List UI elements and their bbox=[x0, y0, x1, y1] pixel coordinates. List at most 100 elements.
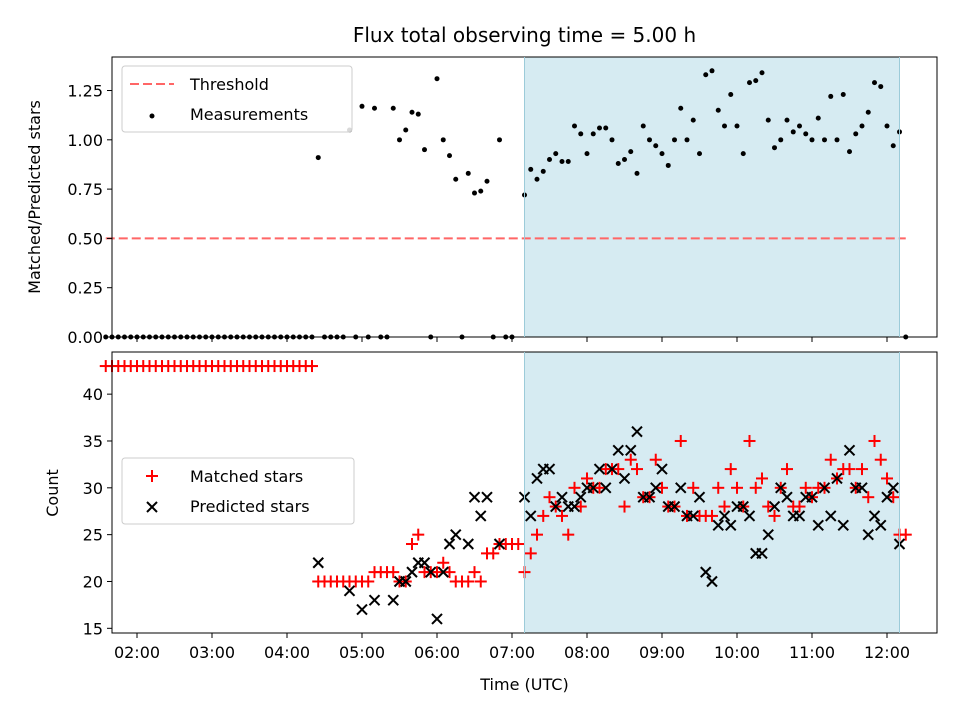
point-matched-stars-116 bbox=[824, 453, 837, 466]
point-predicted-stars-2 bbox=[356, 603, 368, 616]
point-matched-stars-92 bbox=[674, 434, 687, 447]
point-measurements-104 bbox=[759, 70, 765, 76]
x-tick-label-7: 09:00 bbox=[639, 643, 685, 662]
point-matched-stars-124 bbox=[874, 453, 887, 466]
point-matched-stars-53 bbox=[431, 566, 443, 579]
point-matched-stars-84 bbox=[624, 453, 637, 466]
point-predicted-stars-15 bbox=[462, 538, 474, 550]
point-measurements-76 bbox=[584, 151, 590, 157]
point-matched-stars-105 bbox=[756, 472, 768, 485]
point-measurements-71 bbox=[553, 151, 559, 157]
point-measurements-89 bbox=[665, 162, 671, 168]
top-y-tick-label-3: 0.75 bbox=[67, 180, 103, 199]
point-predicted-stars-40 bbox=[643, 491, 656, 503]
point-matched-stars-58 bbox=[462, 575, 475, 588]
point-predicted-stars-35 bbox=[612, 444, 624, 457]
bot-y-tick-label-5: 40 bbox=[83, 385, 103, 404]
point-predicted-stars-25 bbox=[550, 500, 562, 513]
point-matched-stars-59 bbox=[468, 566, 481, 579]
point-measurements-87 bbox=[653, 143, 659, 149]
point-predicted-stars-76 bbox=[868, 510, 881, 522]
top-legend: Threshold Measurements bbox=[121, 65, 353, 133]
point-matched-stars-42 bbox=[362, 575, 375, 588]
point-predicted-stars-6 bbox=[400, 575, 412, 588]
point-predicted-stars-21 bbox=[525, 510, 537, 522]
point-measurements-112 bbox=[809, 137, 815, 143]
point-predicted-stars-26 bbox=[556, 491, 568, 503]
point-matched-stars-54 bbox=[437, 556, 450, 569]
point-matched-stars-123 bbox=[868, 434, 881, 447]
point-measurements-106 bbox=[772, 145, 777, 151]
point-predicted-stars-49 bbox=[700, 566, 712, 578]
point-measurements-82 bbox=[622, 157, 627, 163]
top-measurement-points bbox=[103, 68, 909, 340]
point-matched-stars-83 bbox=[618, 500, 631, 513]
top-y-ticks: 0.00 0.25 0.50 0.75 1.00 1.25 bbox=[67, 82, 112, 347]
point-measurements-47 bbox=[397, 137, 402, 143]
x-tick-label-2: 04:00 bbox=[264, 643, 310, 662]
point-measurements-105 bbox=[765, 117, 771, 123]
point-matched-stars-122 bbox=[862, 491, 875, 504]
point-measurements-51 bbox=[422, 147, 427, 153]
point-matched-stars-119 bbox=[843, 463, 856, 476]
point-measurements-78 bbox=[597, 125, 602, 131]
point-matched-stars-101 bbox=[731, 481, 743, 494]
point-predicted-stars-59 bbox=[762, 528, 774, 541]
point-matched-stars-46 bbox=[387, 566, 400, 579]
legend-threshold-label: Threshold bbox=[189, 75, 269, 94]
point-matched-stars-97 bbox=[706, 509, 718, 522]
point-matched-stars-128 bbox=[899, 528, 912, 541]
x-tick-label-6: 08:00 bbox=[564, 643, 610, 662]
point-predicted-stars-16 bbox=[468, 491, 481, 503]
point-predicted-stars-32 bbox=[593, 463, 606, 475]
point-measurements-118 bbox=[847, 149, 852, 155]
point-predicted-stars-10 bbox=[425, 566, 437, 578]
point-measurements-49 bbox=[409, 109, 415, 115]
top-chart-title: Flux total observing time = 5.00 h bbox=[353, 23, 696, 47]
x-tick-label-5: 07:00 bbox=[489, 643, 535, 662]
point-predicted-stars-11 bbox=[431, 613, 443, 625]
top-legend-box bbox=[121, 65, 353, 133]
point-predicted-stars-36 bbox=[618, 472, 631, 485]
point-matched-stars-89 bbox=[656, 481, 668, 494]
point-measurements-46 bbox=[390, 105, 396, 111]
point-measurements-96 bbox=[709, 68, 715, 74]
bottom-y-axis-label: Count bbox=[43, 469, 62, 517]
point-measurements-83 bbox=[628, 149, 634, 155]
point-predicted-stars-9 bbox=[418, 557, 431, 569]
point-predicted-stars-14 bbox=[450, 528, 462, 541]
point-matched-stars-109 bbox=[781, 463, 793, 476]
point-matched-stars-125 bbox=[881, 472, 893, 485]
point-measurements-50 bbox=[415, 111, 421, 117]
point-predicted-stars-67 bbox=[812, 519, 824, 531]
point-measurements-119 bbox=[853, 131, 859, 137]
point-predicted-stars-68 bbox=[818, 482, 831, 494]
point-measurements-79 bbox=[603, 125, 609, 131]
bottom-legend-box bbox=[121, 457, 355, 525]
x-tick-label-9: 11:00 bbox=[789, 643, 835, 662]
point-predicted-stars-45 bbox=[675, 482, 687, 494]
point-measurements-81 bbox=[615, 160, 621, 166]
point-measurements-53 bbox=[434, 76, 440, 82]
top-shaded-region bbox=[524, 57, 900, 337]
point-measurements-34 bbox=[315, 155, 321, 161]
x-tick-label-4: 06:00 bbox=[414, 643, 460, 662]
point-measurements-101 bbox=[740, 151, 746, 157]
point-matched-stars-104 bbox=[749, 481, 762, 494]
point-predicted-stars-55 bbox=[737, 500, 749, 513]
point-matched-stars-98 bbox=[712, 481, 725, 494]
point-measurements-75 bbox=[578, 131, 584, 137]
point-matched-stars-66 bbox=[512, 538, 525, 551]
point-predicted-stars-18 bbox=[481, 491, 493, 503]
point-matched-stars-100 bbox=[724, 463, 737, 476]
point-predicted-stars-56 bbox=[743, 510, 756, 522]
point-measurements-69 bbox=[540, 168, 546, 174]
legend-matched-label: Matched stars bbox=[190, 467, 303, 486]
point-predicted-stars-31 bbox=[587, 482, 599, 494]
point-measurements-110 bbox=[797, 123, 802, 129]
point-measurements-86 bbox=[647, 137, 652, 143]
point-matched-stars-107 bbox=[768, 509, 781, 522]
point-predicted-stars-79 bbox=[887, 482, 899, 494]
point-measurements-74 bbox=[572, 123, 577, 129]
